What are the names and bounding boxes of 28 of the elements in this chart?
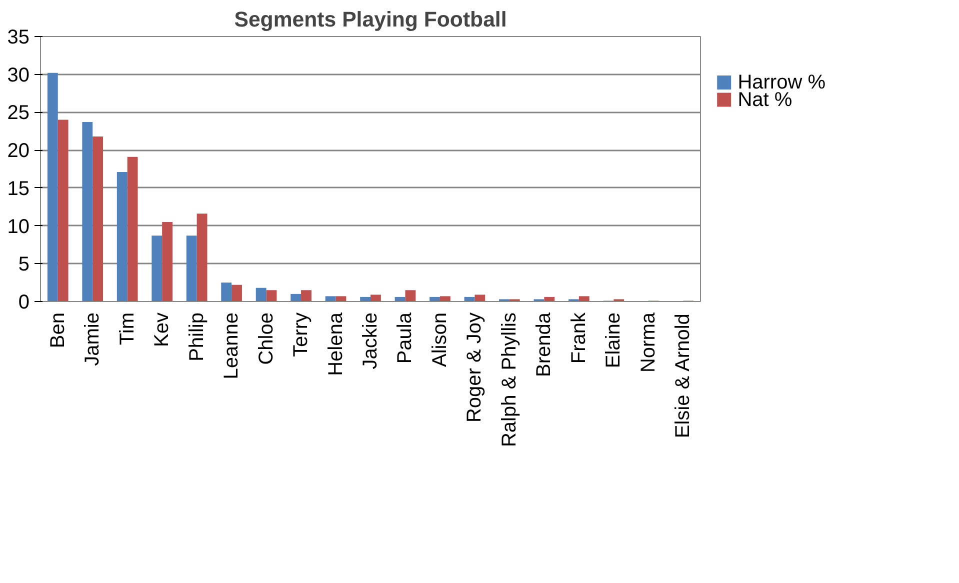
x-tick-label: Tim: [116, 312, 138, 346]
x-tick-label: Leanne: [220, 312, 243, 380]
y-tick-label: 35: [7, 26, 30, 48]
x-tick-label: Ralph & Phyllis: [498, 312, 520, 447]
x-tick-label: Jamie: [82, 312, 104, 366]
y-tick-label: 0: [18, 292, 30, 314]
x-tick-label: Elsie & Arnold: [672, 314, 694, 438]
x-tick-label: Paula: [394, 312, 416, 364]
x-tick-label: Norma: [637, 312, 660, 373]
y-tick-label: 5: [18, 254, 30, 276]
y-tick-label: 20: [7, 140, 30, 162]
y-tick-label: 25: [7, 102, 30, 124]
x-tick-label: Alison: [428, 312, 451, 367]
x-tick-label: Helena: [324, 312, 347, 376]
x-tick-label: Chloe: [255, 312, 278, 365]
x-tick-label: Frank: [568, 312, 590, 364]
x-tick-label: Jackie: [360, 312, 382, 370]
x-tick-label: Philip: [186, 312, 208, 362]
y-tick-label: 15: [7, 178, 30, 200]
x-tick-label: Terry: [290, 312, 312, 357]
y-tick-label: 30: [7, 64, 30, 86]
y-tick-label: 10: [7, 216, 30, 238]
chart-title: Segments Playing Football: [234, 8, 507, 32]
x-tick-label: Kev: [151, 312, 174, 347]
x-tick-label: Ben: [46, 312, 69, 348]
x-tick-label: Roger & Joy: [464, 312, 486, 423]
x-tick-label: Brenda: [533, 312, 556, 377]
x-tick-label: Elaine: [602, 312, 625, 368]
